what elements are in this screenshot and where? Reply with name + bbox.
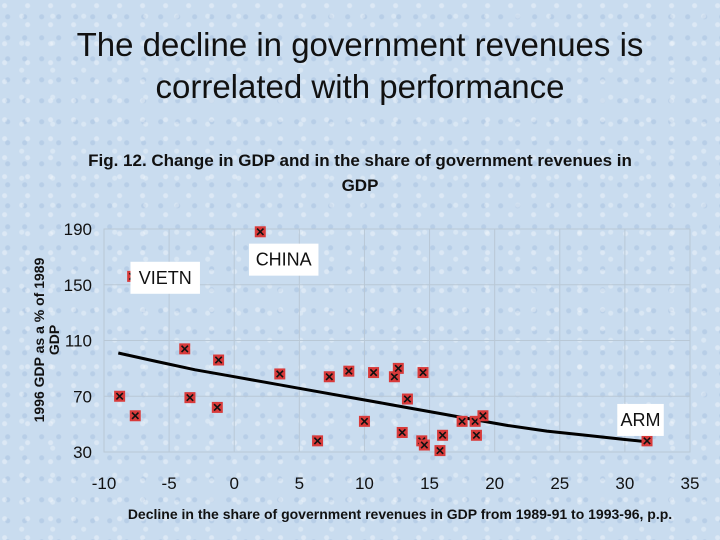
data-point-9 xyxy=(392,362,404,374)
data-point-marker-cross xyxy=(643,437,651,445)
data-point-marker-cross xyxy=(471,417,479,426)
annotation-box xyxy=(248,243,319,276)
annotations: CHINA VIETN ARM xyxy=(130,243,664,436)
data-point-marker-cross xyxy=(360,417,369,426)
data-point-marker-cross xyxy=(186,393,194,402)
annotation-box xyxy=(130,261,200,294)
data-point-marker-cross xyxy=(180,345,189,353)
annotation-box xyxy=(617,403,664,436)
data-point-marker-cross xyxy=(115,392,124,401)
data-point-26 xyxy=(477,410,489,422)
data-point-27 xyxy=(641,435,653,447)
data-point-marker-cross xyxy=(436,446,444,455)
data-point-marker-cross xyxy=(420,441,429,449)
slide-title-line-2: correlated with performance xyxy=(155,68,565,105)
data-point-marker-cross xyxy=(313,437,322,445)
slide-title: The decline in government revenues is co… xyxy=(0,24,720,108)
data-point-21 xyxy=(437,429,449,441)
x-tick-label-3: 5 xyxy=(295,474,304,493)
data-point-11 xyxy=(114,390,126,402)
y-tick-label-4: 190 xyxy=(64,220,92,239)
data-point-marker-cross xyxy=(479,411,487,420)
slide-title-line-1: The decline in government revenues is xyxy=(76,26,644,63)
data-point-20 xyxy=(418,439,430,451)
data-point-16 xyxy=(358,415,370,427)
data-point-marker-cross xyxy=(213,403,222,412)
data-point-17 xyxy=(401,393,413,405)
x-tick-label-7: 25 xyxy=(550,474,569,493)
data-point-4 xyxy=(274,368,286,380)
figure-title-line-1: Fig. 12. Change in GDP and in the share … xyxy=(88,151,632,170)
x-tick-label-9: 35 xyxy=(681,474,700,493)
figure-title-line-2: GDP xyxy=(341,176,379,195)
data-point-8 xyxy=(388,371,400,383)
data-point-23 xyxy=(456,415,468,427)
data-point-marker-cross xyxy=(369,368,378,377)
data-point-marker-cross xyxy=(403,395,412,403)
data-point-13 xyxy=(184,392,196,404)
figure-title: Fig. 12. Change in GDP and in the share … xyxy=(60,148,660,198)
x-tick-label-6: 20 xyxy=(485,474,504,493)
x-tick-label-4: 10 xyxy=(355,474,374,493)
y-tick-label-1: 70 xyxy=(73,387,92,406)
data-point-14 xyxy=(211,401,223,413)
data-point-25 xyxy=(470,429,482,441)
data-point-marker-cross xyxy=(398,428,406,437)
x-tick-label-0: -10 xyxy=(92,474,117,493)
data-point-5 xyxy=(323,371,335,383)
data-point-6 xyxy=(343,365,355,377)
data-point-marker-cross xyxy=(325,372,334,381)
data-point-marker-cross xyxy=(438,431,447,440)
data-point-marker-cross xyxy=(472,431,481,440)
annotation-label: VIETN xyxy=(139,268,192,288)
data-point-marker-cross xyxy=(390,372,399,381)
annotation-label: ARM xyxy=(621,410,661,430)
x-tick-label-8: 30 xyxy=(615,474,634,493)
data-point-marker-cross xyxy=(214,356,223,364)
data-point-marker-cross xyxy=(345,367,353,375)
x-tick-label-1: -5 xyxy=(162,474,177,493)
data-point-18 xyxy=(396,426,408,438)
trend-line xyxy=(117,351,652,444)
annotation-1: VIETN xyxy=(130,261,200,294)
data-points xyxy=(114,226,653,457)
data-point-marker-cross xyxy=(276,370,284,378)
data-point-10 xyxy=(417,367,429,379)
annotation-label: CHINA xyxy=(256,250,312,270)
data-point-7 xyxy=(368,367,380,379)
data-point-12 xyxy=(129,410,141,422)
y-tick-label-2: 110 xyxy=(65,332,92,351)
data-point-15 xyxy=(312,435,324,447)
data-point-marker-cross xyxy=(256,228,265,236)
data-point-24 xyxy=(469,415,481,427)
data-point-marker-cross xyxy=(458,417,466,426)
x-tick-labels: -10 -5 0 5 10 15 20 25 30 35 xyxy=(92,474,700,493)
x-tick-label-5: 15 xyxy=(420,474,439,493)
data-point-marker-cross xyxy=(419,368,427,377)
x-axis-label: Decline in the share of government reven… xyxy=(127,506,673,522)
x-tick-label-2: 0 xyxy=(229,474,238,493)
y-tick-label-3: 150 xyxy=(64,276,92,295)
annotation-0: CHINA xyxy=(248,243,319,276)
data-point-2 xyxy=(179,343,191,355)
annotation-2: ARM xyxy=(617,403,664,436)
data-point-marker-cross xyxy=(131,411,140,420)
y-tick-label-0: 30 xyxy=(73,443,92,462)
y-tick-labels: 30 70 110 150 190 xyxy=(64,220,92,462)
trend-line-group xyxy=(117,351,652,444)
data-point-22 xyxy=(434,445,446,457)
data-point-marker-cross xyxy=(394,364,403,373)
data-point-3 xyxy=(213,354,225,366)
data-point-0 xyxy=(254,226,266,238)
